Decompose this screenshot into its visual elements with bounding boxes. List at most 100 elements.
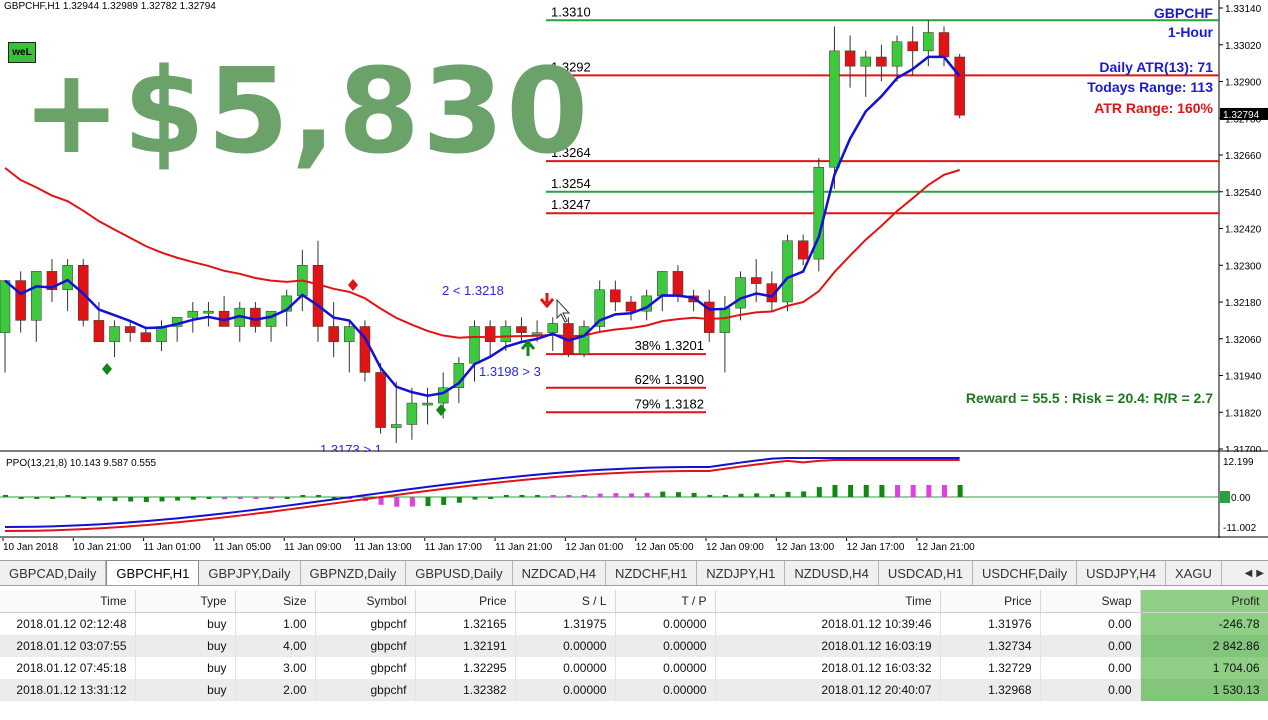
tab-gbpnzd-daily[interactable]: GBPNZD,Daily: [301, 561, 407, 585]
fib-label: 38% 1.3201: [635, 338, 704, 353]
candle: [46, 271, 58, 290]
price-tick: 1.32420: [1225, 225, 1262, 236]
trade-history: Time Type Size Symbol Price S / L T / P …: [0, 590, 1268, 720]
tab-nzdjpy-h1[interactable]: NZDJPY,H1: [697, 561, 786, 585]
table-cell: 1.00: [235, 612, 316, 635]
table-row[interactable]: 2018.01.12 13:31:12 buy 2.00 gbpchf 1.32382 0…: [0, 679, 1268, 701]
tab-scroll-left-icon[interactable]: ◀: [1244, 567, 1253, 579]
time-tick: 10 Jan 21:00: [73, 542, 131, 553]
candle: [954, 56, 965, 116]
tab-gbpcad-daily[interactable]: GBPCAD,Daily: [0, 561, 107, 585]
tab-gbpusd-daily[interactable]: GBPUSD,Daily: [406, 561, 513, 585]
col-sl[interactable]: S / L: [515, 590, 616, 613]
ppo-bar: [159, 497, 165, 502]
diamond-marker-red: [348, 279, 358, 291]
candle: [140, 332, 152, 343]
table-cell: 2018.01.12 10:39:46: [715, 612, 941, 635]
candle: [31, 271, 42, 321]
time-tick: 11 Jan 01:00: [144, 542, 202, 553]
ppo-tick-bottom: -11.002: [1223, 523, 1257, 534]
ppo-bar: [3, 495, 8, 497]
candle: [704, 301, 715, 333]
fib-label: 62% 1.3190: [635, 372, 704, 387]
price-tick: 1.32660: [1225, 151, 1262, 162]
table-row[interactable]: 2018.01.12 07:45:18 buy 3.00 gbpchf 1.32295 0…: [0, 657, 1268, 679]
ppo-label: PPO(13,21,8) 10.143 9.587 0.555: [6, 458, 157, 469]
col-size[interactable]: Size: [235, 590, 316, 613]
ma-red-line: [4, 167, 960, 339]
price-tick: 1.31940: [1225, 372, 1262, 383]
diamond-marker-green: [436, 404, 446, 416]
time-tick: 12 Jan 21:00: [917, 542, 975, 553]
ppo-bar: [832, 485, 838, 497]
time-tick: 11 Jan 09:00: [284, 542, 342, 553]
table-cell: buy: [135, 612, 236, 635]
col-swap[interactable]: Swap: [1040, 590, 1141, 613]
table-cell: gbpchf: [315, 612, 416, 635]
tab-usdchf-daily[interactable]: USDCHF,Daily: [973, 561, 1078, 585]
price-tick: 1.32900: [1225, 78, 1262, 89]
col-symbol[interactable]: Symbol: [315, 590, 416, 613]
tab-nzdchf-h1[interactable]: NZDCHF,H1: [606, 561, 698, 585]
table-cell: 1.32729: [940, 657, 1041, 679]
ppo-bar: [331, 497, 337, 499]
price-tick: 1.33020: [1225, 41, 1262, 52]
ppo-bar: [284, 497, 290, 499]
price-chart[interactable]: 1.3310 1.3292 1.3264 1.3254 1.3247 38% 1.3201…: [0, 0, 1268, 452]
price-tick: 1.31700: [1225, 445, 1262, 452]
tab-nzdcad-h4[interactable]: NZDCAD,H4: [513, 561, 607, 585]
tab-xagu[interactable]: XAGU: [1166, 561, 1222, 585]
table-cell: 1.32191: [415, 635, 516, 657]
col-close-price[interactable]: Price: [940, 590, 1041, 613]
table-cell: 0.00000: [615, 657, 716, 679]
time-tick: 11 Jan 05:00: [214, 542, 272, 553]
tab-scroll-right-icon[interactable]: ▶: [1256, 567, 1264, 579]
tab-usdcad-h1[interactable]: USDCAD,H1: [879, 561, 973, 585]
expert-badge[interactable]: weL: [8, 42, 36, 63]
table-header-row: Time Type Size Symbol Price S / L T / P …: [0, 590, 1268, 613]
col-type[interactable]: Type: [135, 590, 236, 613]
tab-gbpjpy-daily[interactable]: GBPJPY,Daily: [199, 561, 301, 585]
candle: [797, 240, 809, 260]
candle: [500, 326, 512, 343]
col-tp[interactable]: T / P: [615, 590, 716, 613]
candle: [531, 332, 543, 335]
ppo-bar: [34, 497, 40, 499]
table-cell: 2018.01.12 13:31:12: [0, 679, 136, 701]
ppo-bar: [394, 497, 400, 507]
time-tick: 11 Jan 13:00: [355, 542, 413, 553]
ppo-bar: [675, 492, 681, 497]
ppo-bar: [535, 495, 541, 497]
candle: [62, 265, 73, 290]
col-profit[interactable]: Profit: [1140, 590, 1268, 613]
col-open-time[interactable]: Time: [0, 590, 136, 613]
time-tick: 12 Jan 01:00: [565, 542, 623, 553]
table-cell: buy: [135, 635, 236, 657]
ppo-red-line: [4, 459, 960, 532]
timeframe-label: 1-Hour: [1168, 24, 1214, 40]
table-cell: -246.78: [1140, 612, 1268, 635]
price-tick: 1.32060: [1225, 335, 1262, 346]
ppo-bar: [550, 495, 556, 497]
table-row[interactable]: 2018.01.12 02:12:48 buy 1.00 gbpchf 1.32165 1…: [0, 612, 1268, 635]
level-label: 1.3310: [551, 4, 591, 19]
table-row[interactable]: 2018.01.12 03:07:55 buy 4.00 gbpchf 1.32191 0…: [0, 635, 1268, 657]
ppo-indicator[interactable]: PPO(13,21,8) 10.143 9.587 0.555 12.199 0…: [0, 452, 1268, 538]
annotation-1: 1.3173 > 1: [320, 442, 382, 452]
table-cell: 2018.01.12 02:12:48: [0, 612, 136, 635]
candle: [516, 326, 527, 333]
col-close-time[interactable]: Time: [715, 590, 941, 613]
tab-gbpchf-h1[interactable]: GBPCHF,H1: [106, 560, 200, 585]
ppo-bar: [441, 497, 447, 505]
table-cell: gbpchf: [315, 635, 416, 657]
candle: [750, 277, 762, 284]
table-cell: 0.00000: [615, 612, 716, 635]
ppo-bar: [863, 485, 869, 497]
ppo-bar: [785, 491, 791, 497]
table-cell: 0.00000: [515, 635, 616, 657]
ppo-bar: [112, 497, 118, 502]
tab-nzdusd-h4[interactable]: NZDUSD,H4: [785, 561, 879, 585]
tab-usdjpy-h4[interactable]: USDJPY,H4: [1077, 561, 1167, 585]
col-open-price[interactable]: Price: [415, 590, 516, 613]
ppo-bar: [582, 495, 588, 497]
